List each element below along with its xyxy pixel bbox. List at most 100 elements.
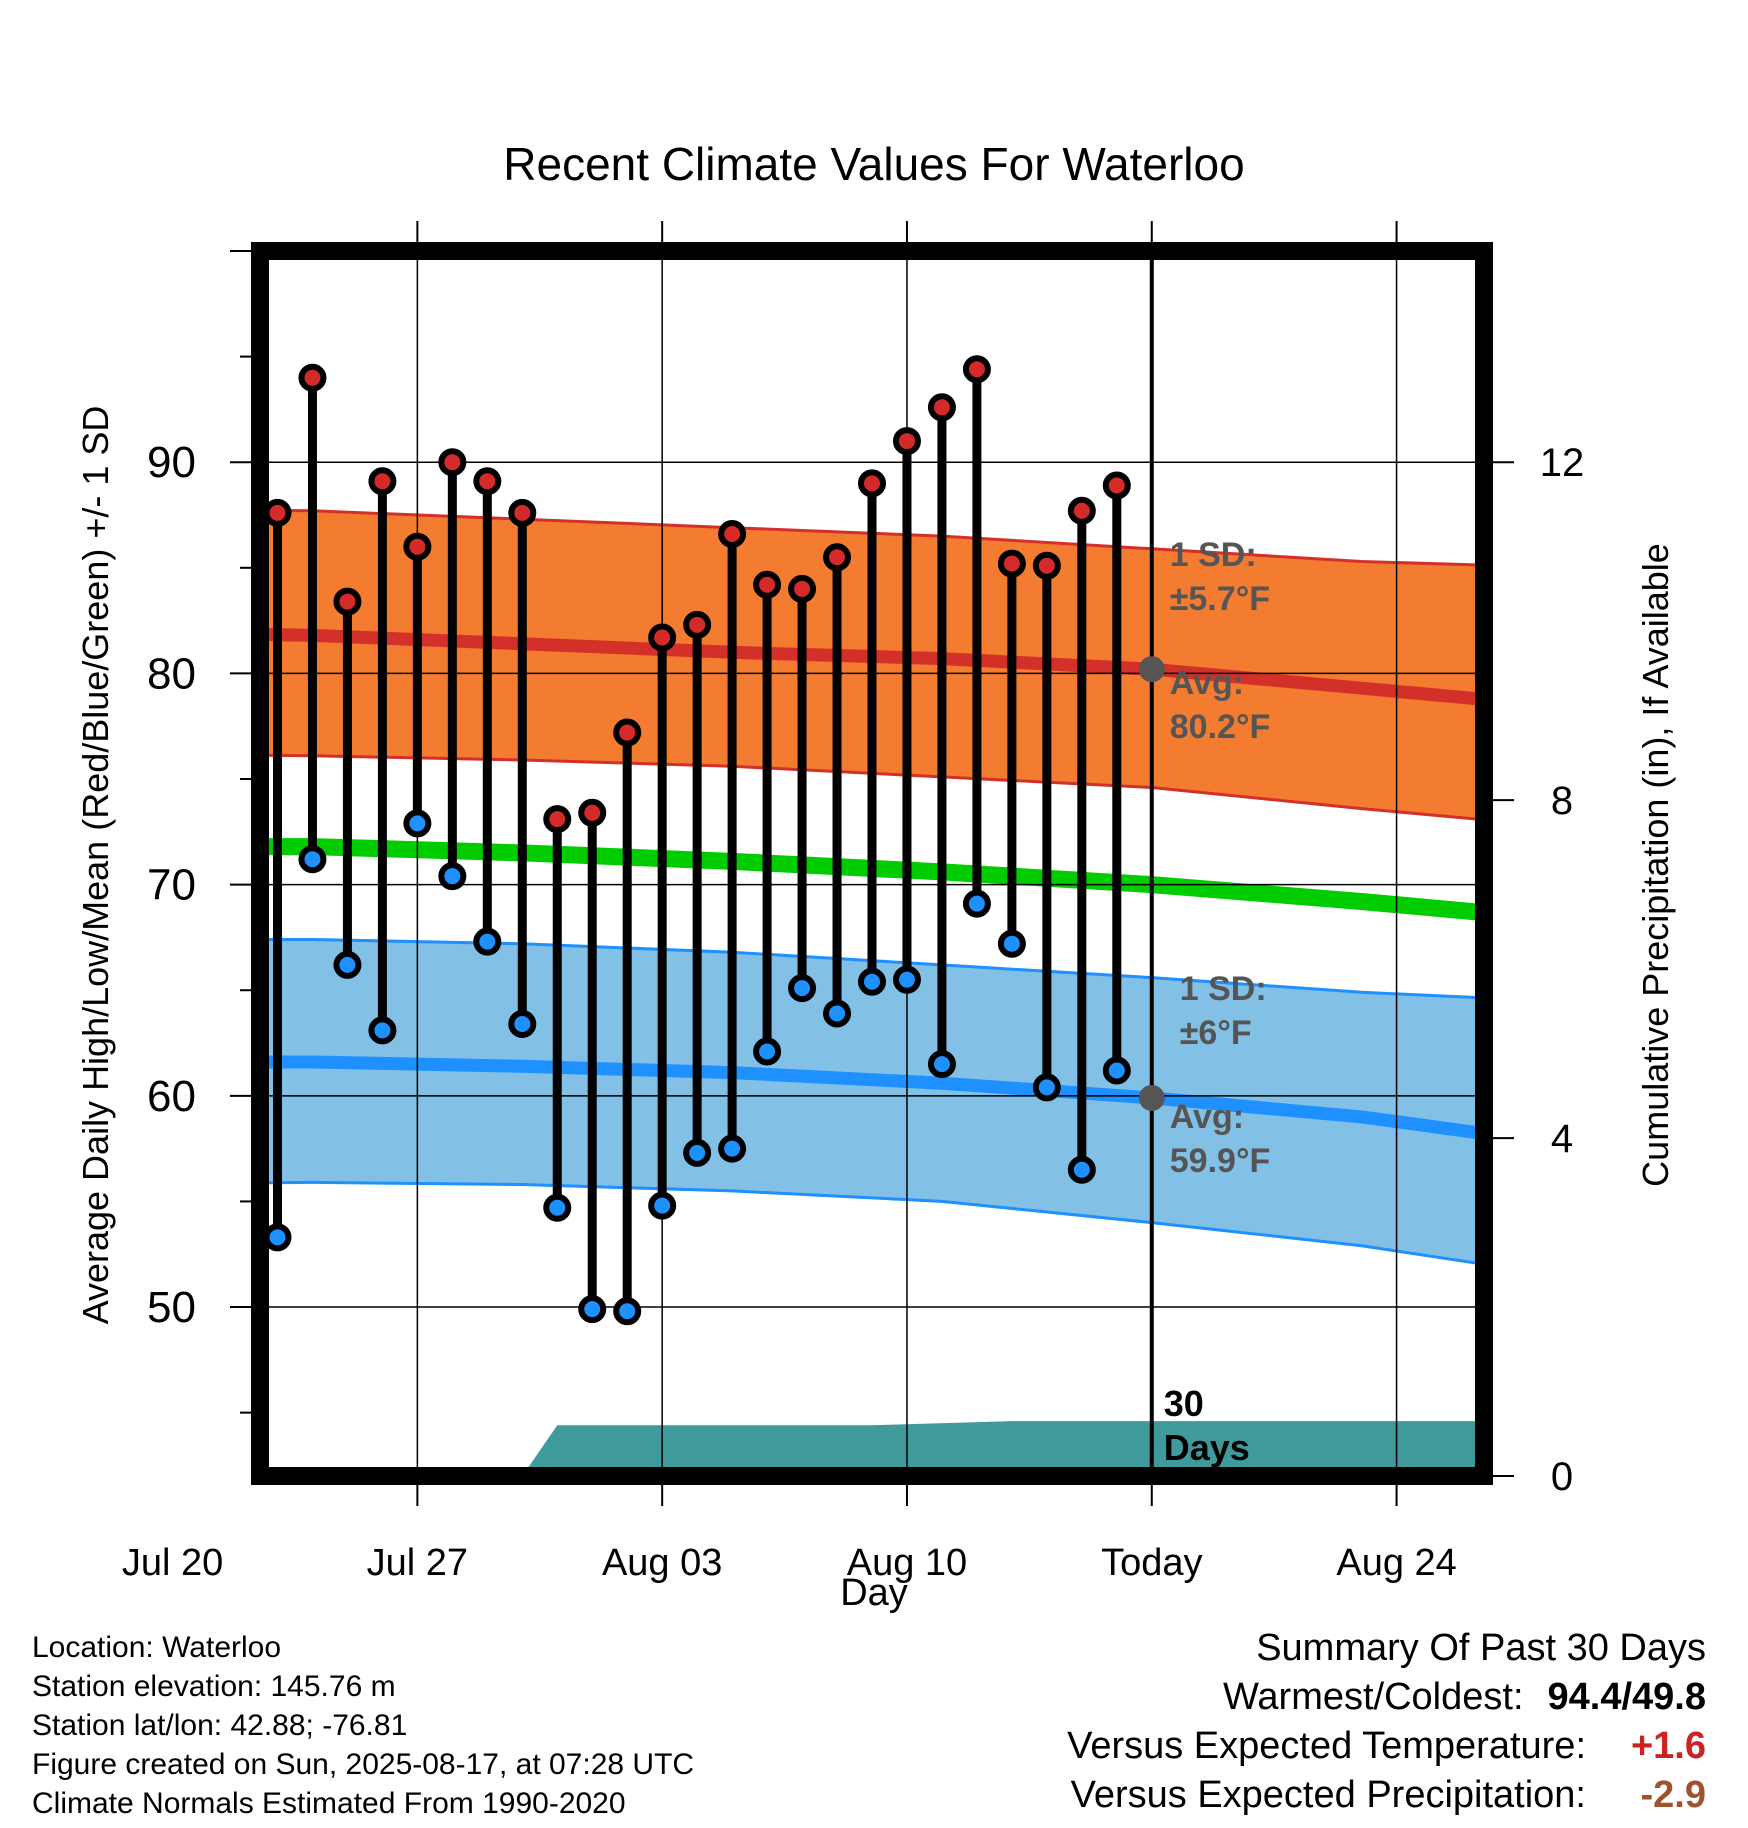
x-tick-label: Today [1101,1542,1202,1584]
warm-cold-label: Warmest/Coldest: [1222,1676,1524,1718]
x-tick-label: Jul 20 [122,1542,223,1584]
daily-low-point [613,1297,642,1326]
daily-low-point [578,1295,607,1324]
daily-low-point [1032,1073,1061,1102]
high-avg-label: Avg: [1170,664,1244,702]
daily-high-point [368,467,397,496]
low-sd-value: ±6°F [1180,1014,1252,1052]
daily-high-point [613,718,642,747]
plot-frame [251,242,1493,1485]
today-days-label-1: 30 [1164,1383,1204,1424]
daily-high-point [718,520,747,549]
today-high-avg-marker [1138,656,1165,683]
daily-high-point [997,549,1026,578]
daily-high-point [508,498,537,527]
y-tick-label: 90 [147,438,196,487]
low-sd-band [260,939,1484,1265]
daily-high-point [578,798,607,827]
daily-high-point [473,467,502,496]
daily-high-point [1067,496,1096,525]
daily-low-point [788,974,817,1003]
daily-high-point [403,532,432,561]
low-sd-lower-line [260,1180,1484,1266]
daily-high-point [197,827,219,849]
temp-label: Versus Expected Temperature: [1067,1725,1586,1767]
elevation-text: Station elevation: 145.76 m [32,1670,396,1703]
daily-low-point [1067,1155,1096,1184]
daily-low-point [438,862,467,891]
daily-high-point [1032,551,1061,580]
daily-high-point [788,574,817,603]
y-tick-label: 80 [147,649,196,698]
daily-high-point [753,570,782,599]
summary-temp: Versus Expected Temperature: +1.6 [1067,1722,1706,1771]
daily-high-point [683,610,712,639]
daily-low-point [473,927,502,956]
x-axis-label: Day [840,1572,908,1614]
high-avg-value: 80.2°F [1170,708,1271,746]
precip-label: Versus Expected Precipitation: [1070,1774,1586,1816]
daily-low-point [997,929,1026,958]
daily-low-point [1102,1056,1131,1085]
summary-warm-cold: Warmest/Coldest: 94.4/49.8 [1067,1673,1706,1722]
daily-high-point [263,498,292,527]
daily-low-point [127,1205,149,1227]
plot-contents [127,251,1484,1476]
daily-low-point [298,845,327,874]
x-tick-label: Aug 10 [847,1542,967,1584]
plot-area: 1 SD: ±5.7°F Avg: 80.2°F 1 SD: ±6°F Avg: 59.9°F… [122,221,1585,1584]
precip-value: -2.9 [1640,1774,1706,1816]
daily-high-point [543,805,572,834]
daily-low-point [543,1193,572,1222]
low-avg-value: 59.9°F [1170,1142,1271,1180]
daily-low-point [263,1223,292,1252]
daily-low-point [197,1220,219,1242]
high-sd-label: 1 SD: [1170,536,1257,574]
summary-title: Summary Of Past 30 Days [1256,1627,1706,1669]
daily-high-point [648,623,677,652]
daily-low-point [232,1281,254,1303]
created-text: Figure created on Sun, 2025-08-17, at 07… [32,1748,695,1781]
daily-high-point [823,543,852,572]
summary-precip: Versus Expected Precipitation: -2.9 [1067,1771,1706,1820]
low-sd-label: 1 SD: [1180,970,1267,1008]
daily-low-point [753,1037,782,1066]
daily-low-point [927,1050,956,1079]
high-sd-upper-line [260,508,1484,567]
daily-low-point [508,1010,537,1039]
daily-high-point [438,448,467,477]
x-tick-label: Aug 03 [602,1542,722,1584]
latlon-text: Station lat/lon: 42.88; -76.81 [32,1709,408,1742]
normals-text: Climate Normals Estimated From 1990-2020 [32,1787,626,1820]
daily-high-point [232,751,254,773]
climate-chart: Recent Climate Values For Waterloo Avera… [75,138,1676,1614]
y-right-tick-label: 12 [1540,441,1585,485]
daily-high-point [333,587,362,616]
precip-area [260,1421,1484,1476]
daily-low-point [858,967,886,996]
x-tick-label: Aug 24 [1336,1542,1456,1584]
y-right-tick-label: 8 [1551,779,1573,823]
chart-title: Recent Climate Values For Waterloo [503,138,1244,190]
daily-high-point [927,393,956,422]
daily-high-point [127,525,149,547]
daily-low-point [648,1191,677,1220]
warm-cold-value: 94.4/49.8 [1547,1676,1706,1718]
daily-low-point [892,965,921,994]
daily-high-point [1102,471,1131,500]
daily-low-point [368,1016,397,1045]
temp-value: +1.6 [1630,1725,1706,1767]
daily-high-point [858,469,886,498]
daily-high-point [962,355,991,384]
today-low-avg-marker [1138,1084,1165,1111]
y-tick-label: 60 [147,1072,196,1121]
daily-low-point [718,1134,747,1163]
x-tick-label: Jul 27 [367,1542,468,1584]
daily-high-point [298,363,327,392]
daily-low-point [403,809,432,838]
daily-low-point [162,969,184,991]
y-axis-right-label: Cumulative Precipitation (in), If Availa… [1635,543,1676,1187]
daily-high-point [892,427,921,456]
station-info: Location: Waterloo Station elevation: 14… [32,1628,694,1823]
y-tick-label: 70 [147,861,196,910]
